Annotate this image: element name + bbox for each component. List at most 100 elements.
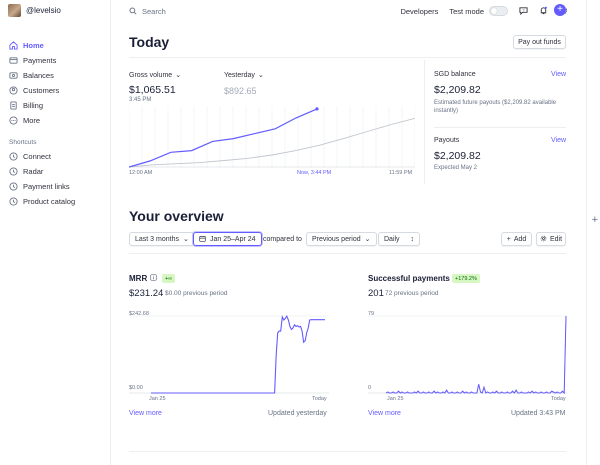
chevron-down-icon: ⌄ — [364, 236, 371, 243]
divider — [129, 451, 566, 452]
shortcuts-list: Connect Radar Payment links Product cata… — [9, 149, 109, 209]
test-mode-label: Test mode — [449, 6, 484, 16]
gross-volume-label: Gross volume — [129, 71, 173, 79]
payouts-label: Payouts — [434, 137, 460, 144]
sidebar-item-customers[interactable]: Customers — [9, 83, 109, 98]
shortcut-radar[interactable]: Radar — [9, 164, 109, 179]
edit-button-label: Edit — [549, 235, 563, 243]
current-value-point — [315, 107, 319, 111]
mrr-updated: Updated yesterday — [268, 410, 327, 417]
edit-button[interactable]: Edit — [536, 232, 566, 246]
axis-start-label: 12:00 AM — [129, 170, 153, 176]
divider — [129, 57, 566, 58]
series-line-payments — [385, 315, 567, 394]
add-button-label: Add — [513, 235, 527, 243]
axis-now-label: Now, 3:44 PM — [297, 170, 332, 176]
home-icon — [9, 41, 18, 50]
sidebar-item-more[interactable]: More — [9, 113, 109, 128]
balance-view-link[interactable]: View — [551, 71, 567, 78]
sidebar-item-label: Home — [23, 41, 44, 50]
sidebar-item-balances[interactable]: Balances — [9, 68, 109, 83]
account-name: @levelsio — [26, 6, 61, 15]
mrr-view-more-link[interactable]: View more — [129, 410, 162, 417]
shortcut-payment-links[interactable]: Payment links — [9, 179, 109, 194]
balances-icon — [9, 71, 18, 80]
payments-chart — [368, 315, 567, 394]
search-icon — [129, 7, 137, 15]
updown-icon: ↕ — [410, 235, 415, 243]
series-line-yesterday — [129, 117, 415, 168]
avatar — [8, 4, 21, 17]
plus-icon: + — [557, 4, 563, 15]
mrr-x-end: Today — [312, 396, 327, 402]
mrr-chart — [129, 314, 329, 394]
create-button[interactable]: + — [554, 4, 566, 16]
gross-volume-time: 3:45 PM — [129, 97, 152, 103]
mrr-y-max: $242.68 — [129, 311, 149, 317]
clock-icon — [9, 197, 18, 206]
expand-plus-icon[interactable]: + — [591, 214, 598, 226]
series-line-mrr — [151, 314, 325, 394]
shortcut-product-catalog[interactable]: Product catalog — [9, 194, 109, 209]
topbar-actions: Developers Test mode ? — [400, 4, 568, 18]
sidebar-item-label: More — [23, 116, 41, 125]
clock-icon — [9, 152, 18, 161]
payments-view-more-link[interactable]: View more — [368, 410, 401, 417]
mrr-previous: $0.00 previous period — [165, 290, 228, 297]
shortcut-label: Payment links — [23, 182, 70, 191]
help-icon[interactable]: ? — [519, 6, 528, 17]
chevron-down-icon: ⌄ — [257, 72, 264, 79]
payments-icon — [9, 56, 18, 65]
balance-note: Estimated future payouts ($2,209.82 avai… — [434, 100, 557, 114]
sidebar-item-label: Payments — [23, 56, 57, 65]
divider — [129, 253, 566, 254]
mrr-value: $231.24 — [129, 288, 164, 299]
sidebar-item-home[interactable]: Home — [9, 38, 109, 53]
shortcut-connect[interactable]: Connect — [9, 149, 109, 164]
payments-y-max: 79 — [368, 311, 375, 317]
date-range-picker[interactable]: Jan 25–Apr 24 — [193, 232, 262, 246]
pay-out-funds-button[interactable]: Pay out funds — [513, 35, 566, 49]
range-select[interactable]: Last 3 months ⌄ — [129, 232, 195, 246]
sidebar-item-label: Customers — [23, 86, 60, 95]
divider — [424, 60, 425, 184]
add-button[interactable]: + Add — [501, 232, 532, 246]
search-input[interactable]: Search — [142, 6, 166, 16]
chevron-down-icon: ⌄ — [175, 72, 182, 79]
shortcut-label: Connect — [23, 152, 51, 161]
comparison-select[interactable]: Previous period ⌄ — [306, 232, 377, 246]
yesterday-value: $892.65 — [224, 86, 257, 96]
series-line-previous — [386, 316, 567, 394]
axis-end-label: 11:59 PM — [389, 170, 413, 176]
payments-value: 201 — [368, 288, 384, 299]
info-icon[interactable] — [150, 274, 157, 283]
overview-title: Your overview — [129, 208, 224, 224]
account-switcher[interactable]: @levelsio — [8, 4, 61, 17]
developers-link[interactable]: Developers — [400, 6, 439, 16]
svg-text:?: ? — [523, 8, 525, 12]
plus-icon: + — [506, 235, 511, 243]
payments-title: Successful payments — [368, 274, 450, 283]
mrr-x-start: Jan 25 — [149, 396, 166, 402]
sidebar-item-billing[interactable]: Billing — [9, 98, 109, 113]
balance-value: $2,209.82 — [434, 84, 481, 96]
gear-icon — [540, 235, 547, 244]
mrr-badge: +∞ — [162, 274, 176, 283]
payments-previous: 72 previous period — [385, 290, 439, 297]
payouts-view-link[interactable]: View — [551, 137, 567, 144]
test-mode-toggle[interactable] — [489, 6, 508, 16]
gross-volume-dropdown[interactable]: Gross volume ⌄ — [129, 71, 182, 80]
more-icon — [9, 116, 18, 125]
bell-icon[interactable] — [539, 6, 548, 17]
sidebar-item-payments[interactable]: Payments — [9, 53, 109, 68]
shortcuts-heading: Shortcuts — [9, 139, 37, 146]
interval-select[interactable]: Daily ↕ — [378, 232, 420, 246]
payouts-note: Expected May 2 — [434, 165, 478, 171]
divider — [434, 127, 566, 128]
chevron-down-icon: ⌄ — [182, 236, 189, 243]
mrr-y-min: $0.00 — [129, 385, 143, 391]
search-bar[interactable]: Search — [129, 5, 166, 17]
yesterday-dropdown[interactable]: Yesterday ⌄ — [224, 71, 264, 80]
payments-badge: +179.2% — [452, 274, 480, 283]
shortcut-label: Radar — [23, 167, 44, 176]
